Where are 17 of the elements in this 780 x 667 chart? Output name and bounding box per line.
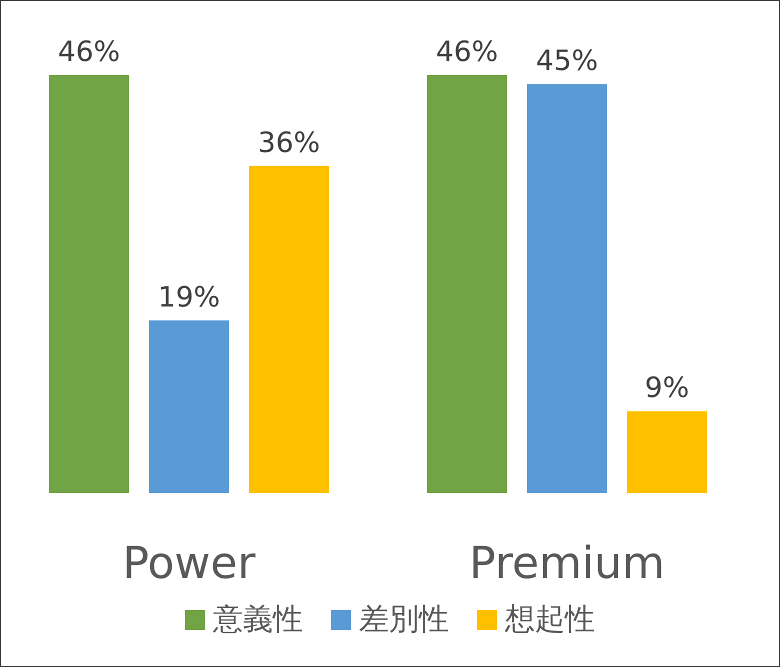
data-label: 46% bbox=[436, 35, 498, 68]
bar bbox=[249, 166, 329, 493]
data-label: 36% bbox=[258, 126, 320, 159]
legend-label: 想起性 bbox=[504, 602, 595, 637]
bar bbox=[149, 320, 229, 493]
data-label: 46% bbox=[58, 35, 120, 68]
x-tick-label: Premium bbox=[469, 538, 665, 589]
data-label: 9% bbox=[644, 371, 690, 404]
x-tick-label: Power bbox=[122, 538, 256, 589]
bar bbox=[527, 84, 607, 493]
bar bbox=[427, 75, 507, 493]
legend-label: 差別性 bbox=[359, 602, 449, 637]
data-label: 19% bbox=[158, 280, 220, 314]
legend-label: 意義性 bbox=[212, 602, 303, 637]
bar bbox=[627, 411, 707, 493]
data-label: 45% bbox=[536, 44, 598, 78]
bar bbox=[49, 75, 129, 493]
